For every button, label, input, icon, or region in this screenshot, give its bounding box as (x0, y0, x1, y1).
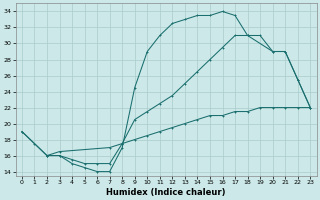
X-axis label: Humidex (Indice chaleur): Humidex (Indice chaleur) (106, 188, 226, 197)
